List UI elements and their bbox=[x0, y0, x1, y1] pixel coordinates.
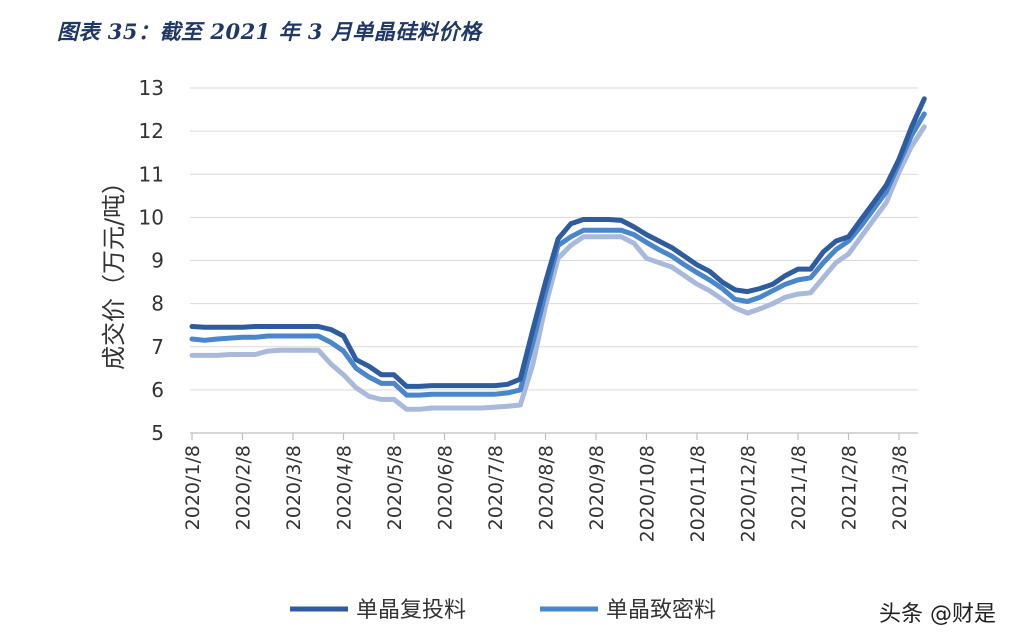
x-tick-label: 2020/12/8 bbox=[738, 445, 760, 542]
y-tick-label: 9 bbox=[151, 249, 164, 273]
y-tick-label: 8 bbox=[151, 292, 164, 316]
x-tick-label: 2020/11/8 bbox=[687, 445, 709, 542]
x-tick-label: 2020/10/8 bbox=[637, 445, 659, 542]
y-tick-label: 7 bbox=[151, 335, 164, 359]
series-line bbox=[189, 111, 927, 398]
y-tick-label: 11 bbox=[139, 162, 164, 186]
watermark-text: 头条 @财是 bbox=[879, 602, 996, 627]
x-tick-label: 2020/8/8 bbox=[536, 445, 558, 530]
x-tick-label: 2021/3/8 bbox=[889, 445, 911, 530]
legend-label: 单晶致密料 bbox=[606, 598, 716, 623]
x-tick-label: 2021/1/8 bbox=[788, 445, 810, 530]
chart-title: 图表 35：截至 2021 年 3 月单晶硅料价格 bbox=[57, 19, 482, 44]
x-tick-label: 2020/7/8 bbox=[485, 445, 507, 530]
legend-label: 单晶复投料 bbox=[356, 598, 466, 623]
y-tick-label: 13 bbox=[139, 76, 164, 100]
y-tick-label: 6 bbox=[151, 378, 164, 402]
y-axis-label: 成交价（万元/吨） bbox=[100, 170, 128, 370]
x-tick-labels: 2020/1/8 2020/2/8 2020/3/8 2020/4/8 2020/5/8… bbox=[182, 445, 911, 542]
series-line bbox=[189, 96, 927, 389]
axes bbox=[190, 432, 918, 440]
x-tick-label: 2020/1/8 bbox=[182, 445, 204, 530]
x-tick-label: 2020/5/8 bbox=[384, 445, 406, 530]
x-tick-label: 2020/9/8 bbox=[586, 445, 608, 530]
x-tick-label: 2021/2/8 bbox=[839, 445, 861, 530]
x-tick-label: 2020/6/8 bbox=[435, 445, 457, 530]
y-tick-label: 12 bbox=[139, 119, 164, 143]
grid-lines bbox=[190, 87, 918, 391]
series-line bbox=[189, 124, 927, 412]
x-tick-label: 2020/4/8 bbox=[334, 445, 356, 530]
series-lines bbox=[189, 96, 927, 412]
y-tick-label: 5 bbox=[151, 421, 164, 445]
y-tick-label: 10 bbox=[139, 205, 164, 229]
x-tick-label: 2020/2/8 bbox=[233, 445, 255, 530]
y-tick-labels: 5 6 7 8 9 10 11 12 13 bbox=[139, 76, 164, 445]
legend: 单晶复投料 单晶致密料 bbox=[290, 598, 716, 623]
x-tick-label: 2020/3/8 bbox=[283, 445, 305, 530]
